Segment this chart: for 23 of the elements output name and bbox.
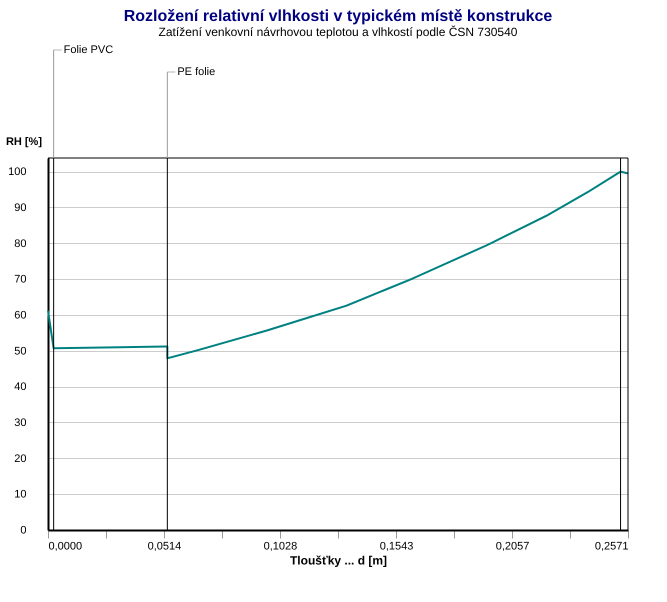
y-tick-label: 40 — [14, 381, 26, 394]
y-tick-label: 30 — [14, 416, 26, 429]
x-tick-label: 0,1028 — [264, 540, 298, 552]
y-tick-label: 50 — [14, 345, 26, 358]
x-tick-label: 0,0000 — [48, 540, 82, 552]
chart-subtitle: Zatížení venkovní návrhovou teplotou a vlhkostí podle ČSN 730540 — [158, 25, 518, 39]
x-tick-label: 0,2571 — [594, 540, 628, 552]
ref-line-label: Folie PVC — [64, 44, 114, 56]
y-tick-label: 10 — [14, 488, 26, 501]
y-tick-label: 70 — [14, 274, 26, 286]
x-tick-label: 0,2057 — [496, 540, 530, 552]
y-tick-label: 0 — [20, 524, 26, 536]
x-axis-title: Tloušťky ... d [m] — [290, 554, 388, 568]
y-tick-label: 90 — [14, 202, 26, 214]
y-tick-label: 20 — [14, 452, 26, 465]
y-tick-label: 100 — [8, 166, 26, 178]
y-axis-title: RH [%] — [6, 136, 42, 148]
x-tick-label: 0,0514 — [148, 540, 182, 552]
x-tick-label: 0,1543 — [380, 540, 414, 552]
chart-title: Rozložení relativní vlhkosti v typickém místě konstrukce — [124, 8, 552, 25]
ref-line-label: PE folie — [177, 66, 216, 78]
y-tick-label: 80 — [14, 238, 26, 250]
y-tick-label: 60 — [14, 309, 26, 322]
